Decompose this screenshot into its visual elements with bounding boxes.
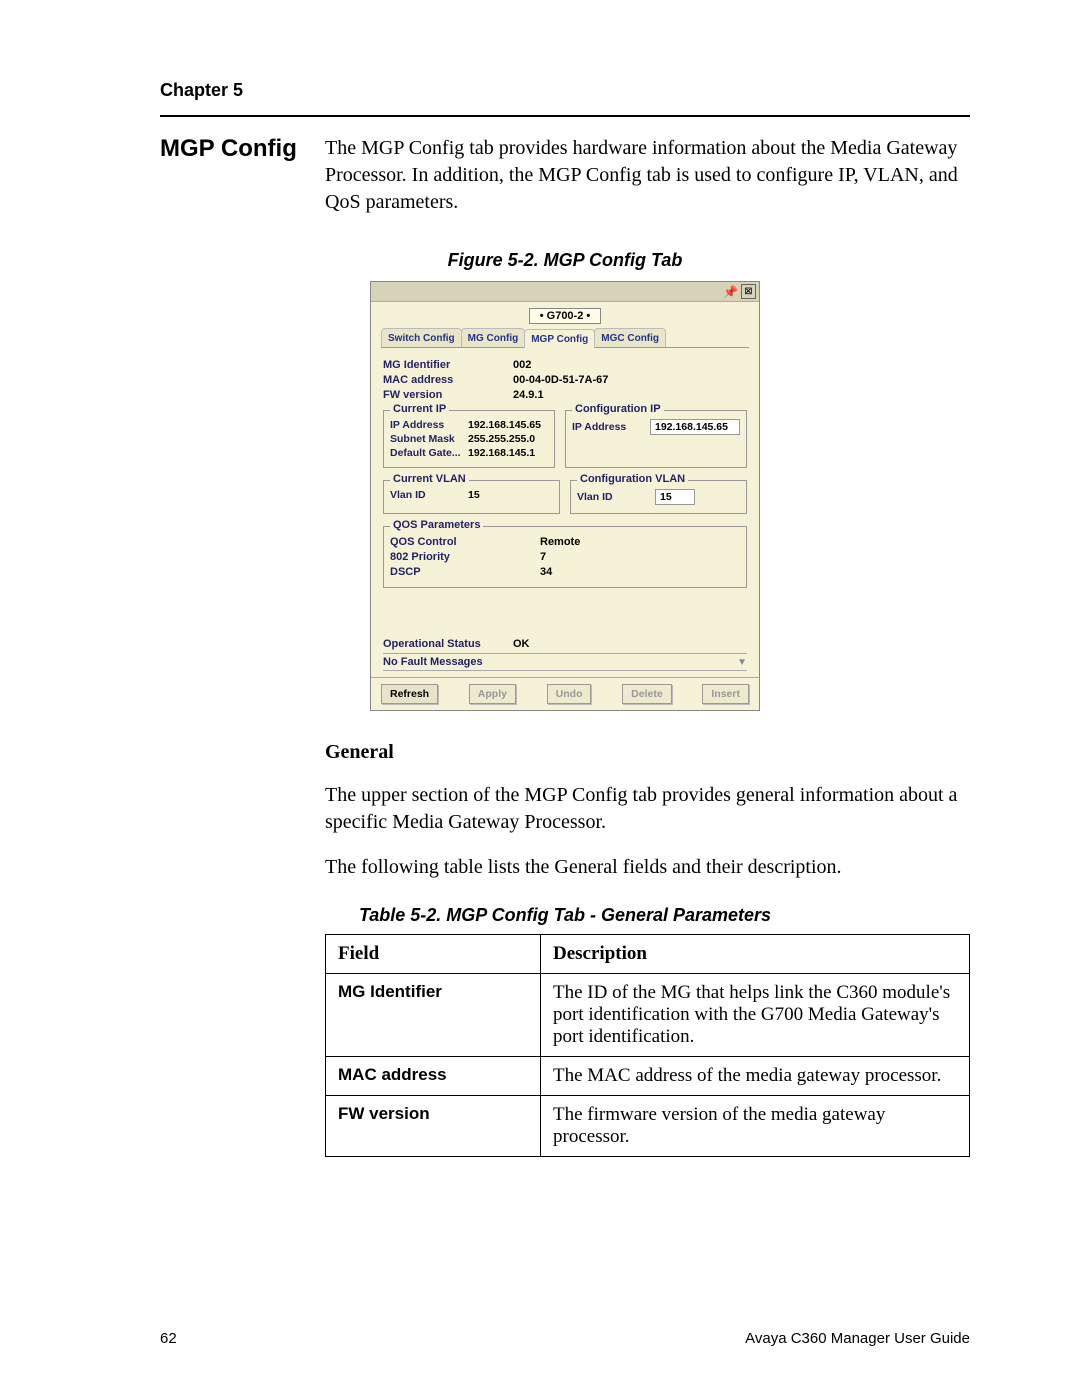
section-title: MGP Config [160,135,325,163]
qos-parameters-fieldset: QOS Parameters QOS ControlRemote 802 Pri… [383,526,747,588]
subnet-mask-value: 255.255.255.0 [468,433,535,445]
device-name: • G700-2 • [529,308,602,324]
fault-messages-row[interactable]: No Fault Messages ▼ [383,653,747,671]
tab-mg-config[interactable]: MG Config [461,328,526,347]
description-cell: The MAC address of the media gateway pro… [541,1057,970,1096]
table-caption: Table 5-2. MGP Config Tab - General Para… [160,905,970,926]
dscp-label: DSCP [390,566,540,578]
table-header-field: Field [326,935,541,974]
current-vlan-fieldset: Current VLAN Vlan ID15 [383,480,560,514]
tab-bar: Switch Config MG Config MGP Config MGC C… [381,328,749,348]
config-vlan-id-label: Vlan ID [577,491,655,503]
apply-button[interactable]: Apply [469,684,516,704]
ip-address-label: IP Address [390,419,468,431]
current-ip-fieldset: Current IP IP Address192.168.145.65 Subn… [383,410,555,468]
description-cell: The firmware version of the media gatewa… [541,1096,970,1157]
field-cell: MAC address [326,1057,541,1096]
chevron-down-icon: ▼ [737,657,747,668]
description-cell: The ID of the MG that helps link the C36… [541,974,970,1057]
pushpin-icon[interactable]: 📌 [723,286,738,298]
close-icon[interactable]: ⊠ [741,284,756,299]
tab-mgc-config[interactable]: MGC Config [594,328,666,347]
field-cell: FW version [326,1096,541,1157]
default-gateway-value: 192.168.145.1 [468,447,535,459]
config-ip-legend: Configuration IP [572,403,664,415]
tab-mgp-config[interactable]: MGP Config [524,329,595,348]
qos-legend: QOS Parameters [390,519,483,531]
mac-address-value: 00-04-0D-51-7A-67 [513,374,608,386]
fault-messages-label: No Fault Messages [383,656,737,668]
current-vlan-value: 15 [468,489,480,501]
mac-address-label: MAC address [383,374,513,386]
802-priority-label: 802 Priority [390,551,540,563]
tab-switch-config[interactable]: Switch Config [381,328,462,347]
operational-status-label: Operational Status [383,638,513,650]
titlebar: 📌 ⊠ [371,282,759,302]
config-vlan-fieldset: Configuration VLAN Vlan ID15 [570,480,747,514]
table-header-description: Description [541,935,970,974]
device-label: • G700-2 • [371,302,759,328]
config-ip-input[interactable]: 192.168.145.65 [650,419,740,435]
general-subheading: General [325,741,970,764]
subnet-mask-label: Subnet Mask [390,433,468,445]
802-priority-value: 7 [540,551,546,563]
button-bar: Refresh Apply Undo Delete Insert [371,677,759,710]
dscp-value: 34 [540,566,552,578]
general-paragraph-2: The following table lists the General fi… [325,854,970,881]
vlan-id-label: Vlan ID [390,489,468,501]
undo-button[interactable]: Undo [547,684,592,704]
config-ip-address-label: IP Address [572,421,650,433]
insert-button[interactable]: Insert [702,684,749,704]
mgp-config-window: 📌 ⊠ • G700-2 • Switch Config MG Config M… [370,281,760,711]
current-ip-legend: Current IP [390,403,449,415]
section-intro: The MGP Config tab provides hardware inf… [325,135,970,216]
config-ip-fieldset: Configuration IP IP Address192.168.145.6… [565,410,747,468]
general-parameters-table: Field Description MG Identifier The ID o… [325,934,970,1157]
field-cell: MG Identifier [326,974,541,1057]
figure-caption: Figure 5-2. MGP Config Tab [160,250,970,271]
page-number: 62 [160,1330,177,1347]
delete-button[interactable]: Delete [622,684,672,704]
config-vlan-input[interactable]: 15 [655,489,695,505]
current-vlan-legend: Current VLAN [390,473,469,485]
table-row: FW version The firmware version of the m… [326,1096,970,1157]
current-ip-value: 192.168.145.65 [468,419,541,431]
footer-title: Avaya C360 Manager User Guide [745,1330,970,1347]
qos-control-value: Remote [540,536,580,548]
qos-control-label: QOS Control [390,536,540,548]
fw-version-value: 24.9.1 [513,389,544,401]
general-paragraph-1: The upper section of the MGP Config tab … [325,782,970,836]
mg-identifier-value: 002 [513,359,531,371]
operational-status-value: OK [513,638,530,650]
header-rule [160,115,970,117]
config-vlan-legend: Configuration VLAN [577,473,688,485]
table-row: MG Identifier The ID of the MG that help… [326,974,970,1057]
mg-identifier-label: MG Identifier [383,359,513,371]
chapter-header: Chapter 5 [160,80,970,101]
fw-version-label: FW version [383,389,513,401]
page-footer: 62 Avaya C360 Manager User Guide [160,1330,970,1347]
refresh-button[interactable]: Refresh [381,684,438,704]
table-row: MAC address The MAC address of the media… [326,1057,970,1096]
default-gateway-label: Default Gate... [390,447,468,459]
